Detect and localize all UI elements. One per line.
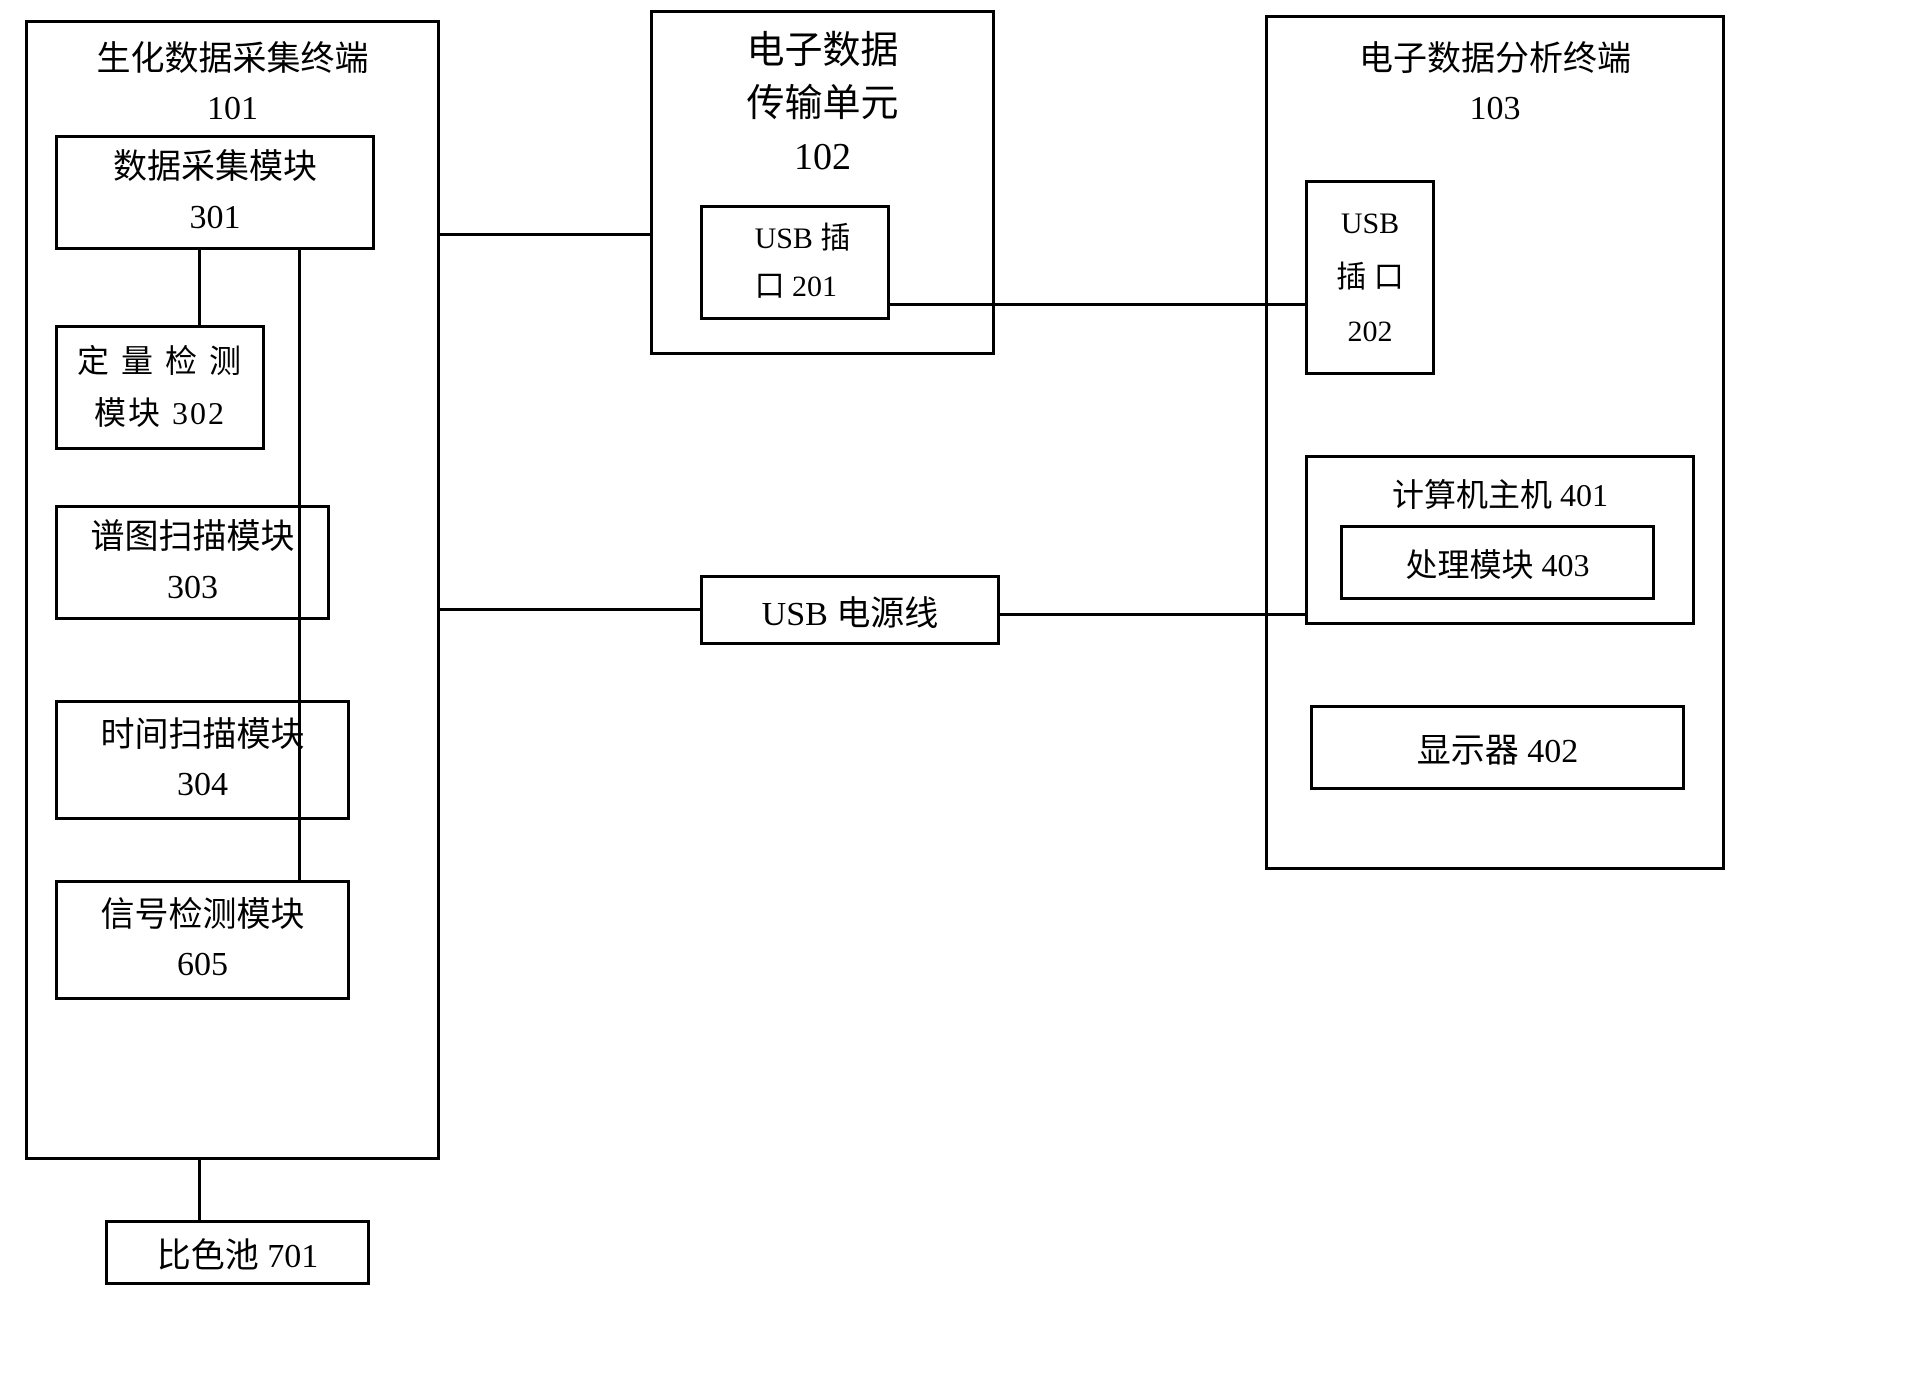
module-301-label: 数据采集模块 301 (113, 143, 317, 242)
line-usbpower-401 (1000, 613, 1305, 616)
terminal-103-title: 电子数据分析终端 103 (1315, 35, 1675, 134)
module-701-box: 比色池 701 (105, 1220, 370, 1285)
module-304-box: 时间扫描模块 304 (55, 700, 350, 820)
module-302-box: 定 量 检 测 模块 302 (55, 325, 265, 450)
usb-power-label: USB 电源线 (762, 586, 939, 635)
module-605-box: 信号检测模块 605 (55, 880, 350, 1000)
line-301-302 (198, 250, 201, 325)
line-301-spine (298, 250, 301, 880)
line-101-usbpower (440, 608, 700, 611)
line-101-102 (440, 233, 650, 236)
module-301-box: 数据采集模块 301 (55, 135, 375, 250)
module-303-label: 谱图扫描模块 303 (91, 513, 295, 612)
module-304-label: 时间扫描模块 304 (101, 711, 305, 810)
usb-201-label: USB 插 口 201 (740, 215, 851, 311)
usb-202-box: USB 插 口 202 (1305, 180, 1435, 375)
usb-202-label: USB 插 口 202 (1336, 197, 1404, 359)
module-302-label: 定 量 检 测 模块 302 (77, 336, 243, 438)
display-402-label: 显示器 402 (1417, 723, 1579, 772)
module-403-label: 处理模块 403 (1405, 540, 1589, 586)
usb-201-box: USB 插 口 201 (700, 205, 890, 320)
module-403-box: 处理模块 403 (1340, 525, 1655, 600)
line-101-701 (198, 1160, 201, 1220)
usb-power-box: USB 电源线 (700, 575, 1000, 645)
host-401-title: 计算机主机 401 (1355, 470, 1645, 516)
terminal-101-title: 生化数据采集终端 101 (55, 35, 410, 134)
line-201-202 (890, 303, 1305, 306)
module-605-label: 信号检测模块 605 (101, 891, 305, 990)
display-402-box: 显示器 402 (1310, 705, 1685, 790)
unit-102-title: 电子数据 传输单元 102 (715, 25, 930, 185)
module-701-label: 比色池 701 (157, 1228, 319, 1277)
module-303-box: 谱图扫描模块 303 (55, 505, 330, 620)
